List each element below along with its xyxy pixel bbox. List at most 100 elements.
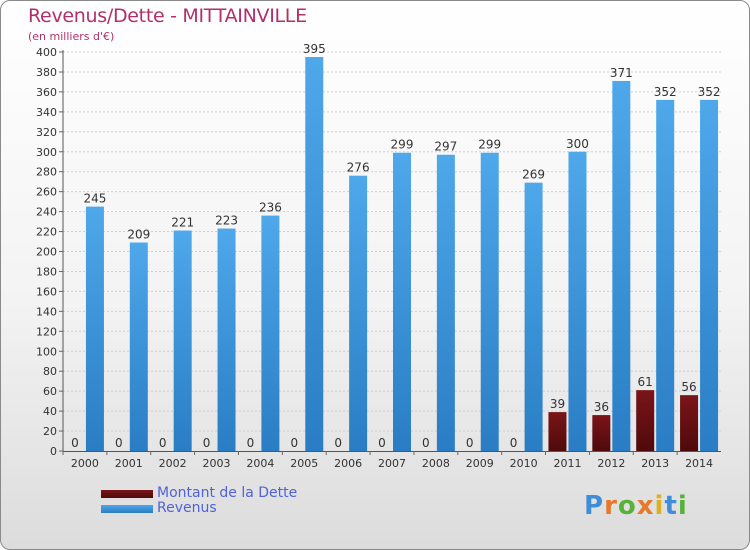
chart-title: Revenus/Dette - MITTAINVILLE <box>28 5 307 27</box>
bar-revenus <box>480 152 499 451</box>
data-label-dette: 0 <box>378 436 386 450</box>
data-label-dette: 0 <box>115 436 123 450</box>
data-label-dette: 0 <box>422 436 430 450</box>
x-tick-label: 2008 <box>422 457 450 470</box>
y-tick-label: 280 <box>36 166 57 179</box>
y-tick-label: 200 <box>36 246 57 259</box>
bar-revenus <box>393 152 411 451</box>
y-tick-label: 60 <box>43 385 57 398</box>
bar-revenus <box>349 175 368 451</box>
x-tick-label: 2003 <box>203 457 231 470</box>
data-label-dette: 36 <box>594 400 609 414</box>
y-tick-label: 40 <box>43 405 57 418</box>
x-tick-label: 2013 <box>641 457 669 470</box>
data-label-revenus: 371 <box>610 66 633 80</box>
data-label-dette: 39 <box>550 397 565 411</box>
x-tick-labels: 2000 2001 2002 2003 2004 2005 2006 2007 2008 2009… <box>71 457 713 470</box>
x-tick-label: 2014 <box>685 457 713 470</box>
logo-letter: i <box>677 491 688 521</box>
data-label-dette: 56 <box>681 380 696 394</box>
bar-revenus <box>568 151 587 451</box>
y-tick-label: 220 <box>36 226 57 239</box>
data-label-revenus: 245 <box>83 192 106 206</box>
y-tick-label: 400 <box>36 46 57 59</box>
logo-letter: t <box>664 491 678 521</box>
data-label-dette: 61 <box>638 375 653 389</box>
bar-revenus <box>700 99 719 451</box>
y-tick-label: 20 <box>43 425 57 438</box>
bar-dette <box>592 415 611 451</box>
data-label-revenus: 269 <box>522 168 545 182</box>
y-tick-label: 300 <box>36 146 57 159</box>
chart-subtitle: (en milliers d'€) <box>28 30 115 43</box>
data-label-revenus: 395 <box>303 42 326 56</box>
data-label-dette: 0 <box>510 436 518 450</box>
legend-swatch-revenus <box>101 505 153 513</box>
bar-revenus <box>261 215 280 451</box>
bars <box>65 56 719 452</box>
bar-revenus <box>305 56 324 452</box>
y-tick-label: 240 <box>36 206 57 219</box>
data-label-dette: 0 <box>247 436 255 450</box>
bar-revenus <box>524 182 543 452</box>
y-tick-label: 0 <box>50 445 57 458</box>
bar-revenus <box>436 154 455 451</box>
logo-letter: P <box>584 491 605 521</box>
data-labels: 0 245 0 209 0 221 0 223 0 236 0 395 0 276 0 299 0 297 0 299… <box>71 42 720 450</box>
x-tick-label: 2009 <box>466 457 494 470</box>
y-tick-label: 160 <box>36 285 57 298</box>
x-tick-label: 2001 <box>115 457 143 470</box>
data-label-revenus: 236 <box>259 201 282 215</box>
bar-revenus <box>217 228 236 451</box>
proxiti-logo: Proxiti <box>584 491 688 521</box>
data-label-revenus: 352 <box>698 85 721 99</box>
data-label-revenus: 297 <box>434 140 457 154</box>
x-tick-label: 2004 <box>246 457 274 470</box>
bar-revenus <box>656 99 675 451</box>
grid-lines <box>63 51 721 432</box>
data-label-revenus: 352 <box>654 85 677 99</box>
data-label-revenus: 223 <box>215 214 238 228</box>
y-tick-label: 320 <box>36 126 57 139</box>
data-label-revenus: 209 <box>127 228 150 242</box>
data-label-revenus: 299 <box>478 138 501 152</box>
data-label-revenus: 300 <box>566 137 589 151</box>
data-label-dette: 0 <box>71 436 79 450</box>
legend-label-revenus: Revenus <box>157 500 217 516</box>
data-label-revenus: 299 <box>391 138 414 152</box>
bar-dette <box>548 412 567 451</box>
bar-dette <box>636 390 655 451</box>
bar-revenus <box>173 230 192 451</box>
y-tick-labels: 0 20 40 60 80 100 120 140 160 180 200 220 240 260 280 3… <box>36 46 57 458</box>
bar-revenus <box>612 80 631 452</box>
x-tick-label: 2006 <box>334 457 362 470</box>
bar-dette <box>680 395 699 451</box>
y-tick-label: 260 <box>36 186 57 199</box>
legend-label-dette: Montant de la Dette <box>157 485 298 501</box>
x-tick-label: 2005 <box>290 457 318 470</box>
y-tick-label: 360 <box>36 86 57 99</box>
logo-letter: o <box>617 491 637 521</box>
y-tick-label: 380 <box>36 66 57 79</box>
data-label-dette: 0 <box>290 436 298 450</box>
data-label-revenus: 276 <box>347 161 370 175</box>
x-tick-label: 2011 <box>553 457 581 470</box>
data-label-revenus: 221 <box>171 216 194 230</box>
bar-revenus <box>85 206 104 451</box>
x-tick-label: 2007 <box>378 457 406 470</box>
y-tick-label: 340 <box>36 106 57 119</box>
axes <box>59 50 721 455</box>
x-tick-label: 2002 <box>159 457 187 470</box>
logo-letter: r <box>604 491 618 521</box>
data-label-dette: 0 <box>334 436 342 450</box>
data-label-dette: 0 <box>203 436 211 450</box>
y-tick-label: 100 <box>36 345 57 358</box>
legend-swatch-dette <box>101 490 153 498</box>
y-tick-label: 180 <box>36 265 57 278</box>
y-tick-label: 80 <box>43 365 57 378</box>
bar-revenus <box>129 242 148 451</box>
x-tick-label: 2012 <box>597 457 625 470</box>
x-tick-label: 2010 <box>510 457 538 470</box>
